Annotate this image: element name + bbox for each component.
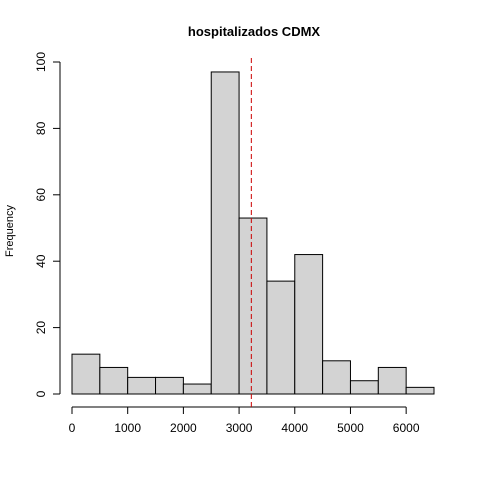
y-tick-label: 80 (34, 121, 48, 135)
y-tick-label: 60 (34, 188, 48, 202)
x-tick-label: 2000 (170, 421, 197, 435)
bars-group (71, 71, 435, 395)
histogram-bar (71, 353, 101, 395)
histogram-bar (266, 280, 296, 395)
histogram-bar (210, 71, 240, 395)
histogram-bar (238, 217, 268, 395)
x-tick-label: 3000 (226, 421, 253, 435)
chart-title: hospitalizados CDMX (188, 24, 321, 39)
y-tick-label: 100 (34, 52, 48, 72)
x-tick-label: 1000 (114, 421, 141, 435)
y-tick-label: 20 (34, 321, 48, 335)
histogram-bar (349, 380, 379, 395)
histogram-bar (322, 360, 351, 395)
histogram-bar (99, 366, 129, 395)
x-axis: 0 1000 2000 3000 4000 5000 6000 (69, 406, 420, 435)
histogram-bar (155, 376, 184, 395)
y-tick-label: 40 (34, 254, 48, 268)
y-axis-label: Frequency (4, 205, 16, 257)
x-tick-label: 4000 (281, 421, 308, 435)
y-axis: 0 20 40 60 80 100 (34, 52, 61, 397)
x-tick-label: 0 (69, 421, 76, 435)
histogram-bar (405, 386, 435, 395)
histogram-bar (294, 254, 324, 395)
histogram-bar (182, 383, 212, 395)
x-tick-label: 5000 (337, 421, 364, 435)
histogram-bar (127, 376, 157, 395)
y-tick-label: 0 (34, 390, 48, 397)
x-tick-label: 6000 (393, 421, 420, 435)
histogram-bar (377, 366, 407, 395)
